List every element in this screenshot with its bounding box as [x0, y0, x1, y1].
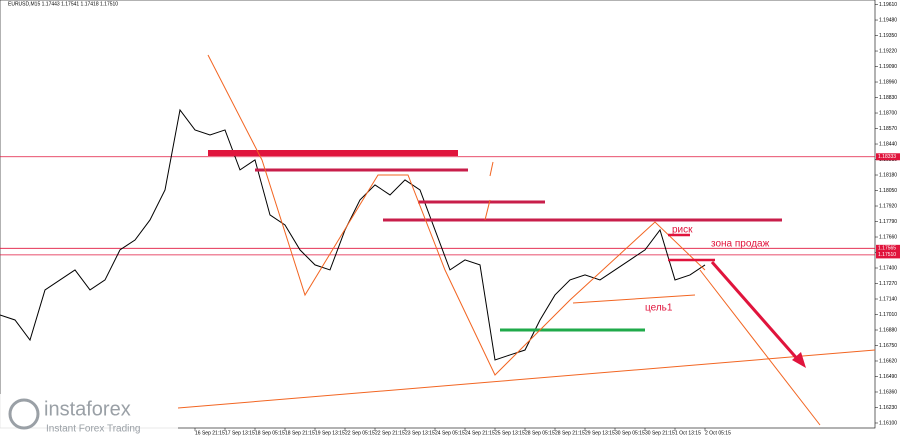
y-tick-label: 1.19090	[879, 64, 897, 70]
y-tick-label: 1.19220	[879, 48, 897, 54]
price-label-bg	[876, 153, 900, 161]
sell-arrow	[710, 261, 802, 363]
y-tick-label: 1.18180	[879, 172, 897, 178]
x-tick-label: 17 Sep 13:15	[225, 430, 255, 436]
y-tick-label: 1.16880	[879, 327, 897, 333]
brand: instaforex	[44, 398, 131, 420]
y-tick-label: 1.18700	[879, 110, 897, 116]
price-label: 1.18333	[878, 154, 896, 160]
price-label: 1.17510	[878, 252, 896, 258]
price-line	[0, 108, 706, 361]
y-tick-label: 1.19480	[879, 17, 897, 23]
trend-line	[572, 294, 696, 304]
annotation: риск	[672, 225, 693, 236]
x-tick-label: 24 Sep 21:15	[465, 430, 495, 436]
price-label-bg	[876, 251, 900, 259]
y-tick-label: 1.17140	[879, 296, 897, 302]
y-tick-label: 1.16100	[879, 420, 897, 426]
y-tick-label: 1.18440	[879, 141, 897, 147]
annotation: зона продаж	[711, 239, 770, 250]
trend-line	[177, 349, 876, 409]
tagline: Instant Forex Trading	[46, 424, 141, 435]
x-tick-label: 16 Sep 21:15	[195, 430, 225, 436]
y-tick-label: 1.16490	[879, 374, 897, 380]
x-tick-label: 18 Sep 21:15	[285, 430, 315, 436]
annotation: цель1	[645, 303, 673, 314]
y-tick-label: 1.17400	[879, 265, 897, 271]
x-tick-label: 18 Sep 05:15	[255, 430, 285, 436]
x-tick-label: 2 Oct 05:15	[705, 430, 731, 436]
y-tick-label: 1.18050	[879, 188, 897, 194]
price-label: 1.17565	[878, 246, 896, 252]
plot-frame	[0, 0, 876, 429]
drawings	[177, 54, 876, 426]
price-label-bg	[876, 244, 900, 252]
y-tick-label: 1.19610	[879, 2, 897, 8]
x-tick-label: 28 Sep 21:15	[555, 430, 585, 436]
x-tick-label: 22 Sep 05:15	[345, 430, 375, 436]
y-tick-label: 1.16360	[879, 389, 897, 395]
x-tick-label: 22 Sep 21:15	[375, 430, 405, 436]
x-tick-label: 28 Sep 05:15	[525, 430, 555, 436]
x-tick-label: 29 Sep 13:15	[585, 430, 615, 436]
y-tick-label: 1.17920	[879, 203, 897, 209]
x-tick-label: 23 Sep 13:15	[405, 430, 435, 436]
y-tick-label: 1.19350	[879, 33, 897, 39]
projection-line	[699, 269, 821, 426]
arrow-head	[792, 352, 806, 368]
y-tick-label: 1.16750	[879, 343, 897, 349]
x-tick-label: 1 Oct 13:15	[675, 430, 701, 436]
x-tick-label: 24 Sep 05:15	[435, 430, 465, 436]
y-tick-label: 1.16230	[879, 405, 897, 411]
wave-line	[207, 54, 706, 376]
logo-icon	[8, 398, 40, 430]
mark	[489, 161, 494, 177]
x-tick-label: 25 Sep 13:15	[495, 430, 525, 436]
y-tick-label: 1.17790	[879, 219, 897, 225]
y-tick-label: 1.17010	[879, 312, 897, 318]
y-tick-label: 1.18830	[879, 95, 897, 101]
x-tick-label: 30 Sep 05:15	[615, 430, 645, 436]
y-tick-label: 1.17660	[879, 234, 897, 240]
y-tick-label: 1.17270	[879, 281, 897, 287]
x-tick-label: 30 Sep 21:15	[645, 430, 675, 436]
mark	[484, 199, 491, 221]
x-tick-label: 19 Sep 13:15	[315, 430, 345, 436]
symbol-header: EURUSD,M15 1.17443 1.17541 1.17418 1.175…	[8, 1, 118, 7]
y-tick-label: 1.18960	[879, 79, 897, 85]
y-tick-label: 1.16620	[879, 358, 897, 364]
y-tick-label: 1.18570	[879, 126, 897, 132]
